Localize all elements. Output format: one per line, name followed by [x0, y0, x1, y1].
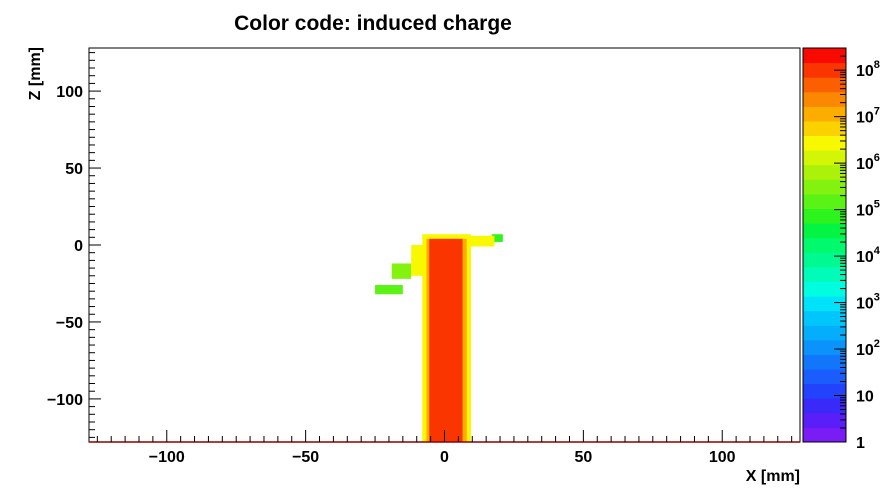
colorbar-swatch	[803, 223, 846, 239]
colorbar-tick-label: 1	[856, 435, 865, 452]
heatmap-cell	[429, 238, 463, 442]
colorbar-swatch	[803, 266, 846, 282]
colorbar-swatch	[803, 208, 846, 224]
colorbar-swatch	[803, 164, 846, 180]
colorbar-swatch	[803, 354, 846, 370]
colorbar-swatch	[803, 91, 846, 107]
colorbar-tick-label: 107	[856, 106, 880, 127]
x-tick-label: 0	[440, 449, 449, 466]
colorbar-swatch	[803, 296, 846, 312]
heatmap-cell	[391, 263, 412, 279]
colorbar-swatch	[803, 62, 846, 78]
colorbar-swatch	[803, 150, 846, 166]
colorbar-swatch	[803, 310, 846, 326]
colorbar-swatch	[803, 48, 846, 64]
colorbar-swatch	[803, 412, 846, 428]
chart-title: Color code: induced charge	[234, 12, 512, 35]
colorbar-swatch	[803, 369, 846, 385]
x-tick-label: 50	[574, 449, 592, 466]
colorbar-tick-label: 103	[856, 292, 880, 313]
heatmap-cell	[375, 285, 403, 295]
colorbar-tick-label: 102	[856, 338, 880, 359]
axes: −100 −50 0 50 100 −100 −50 0 50 100	[47, 47, 801, 466]
x-tick-label: −100	[149, 449, 185, 466]
colorbar-frame	[802, 47, 847, 443]
y-tick-label: −100	[47, 392, 83, 409]
colorbar-swatch	[803, 106, 846, 122]
colorbar-swatch	[803, 120, 846, 137]
heatmap-cell	[461, 235, 495, 247]
colorbar-swatch	[803, 383, 846, 399]
colorbar-tick-label: 104	[856, 245, 881, 266]
y-tick-label: 0	[74, 238, 83, 255]
y-axis-label: Z [mm]	[27, 47, 44, 100]
colorbar-swatch	[803, 398, 846, 414]
plot-area	[89, 48, 800, 442]
colorbar-tick-label: 105	[856, 199, 880, 220]
colorbar-tick-label: 10	[856, 389, 874, 406]
colorbar-tick-label: 108	[856, 59, 880, 80]
x-tick-label: 100	[709, 449, 736, 466]
colorbar-swatch	[803, 427, 846, 443]
colorbar-tick-label: 106	[856, 152, 880, 173]
x-axis-label: X [mm]	[746, 468, 800, 485]
colorbar-swatch	[803, 77, 846, 93]
colorbar-swatch	[803, 339, 846, 355]
heatmap-cell	[491, 234, 503, 242]
colorbar-swatch	[803, 325, 846, 341]
y-tick-label: −50	[56, 315, 83, 332]
y-tick-label: 100	[56, 84, 83, 101]
colorbar-swatch	[803, 281, 846, 297]
colorbar-swatch	[803, 135, 846, 151]
colorbar-swatch	[803, 252, 846, 268]
colorbar: 1 10 102 103 104 105 106 107 108	[802, 47, 881, 452]
y-tick-label: 50	[65, 161, 83, 178]
colorbar-swatch	[803, 193, 846, 210]
x-tick-label: −50	[292, 449, 319, 466]
colorbar-swatch	[803, 179, 846, 195]
colorbar-swatch	[803, 237, 846, 253]
